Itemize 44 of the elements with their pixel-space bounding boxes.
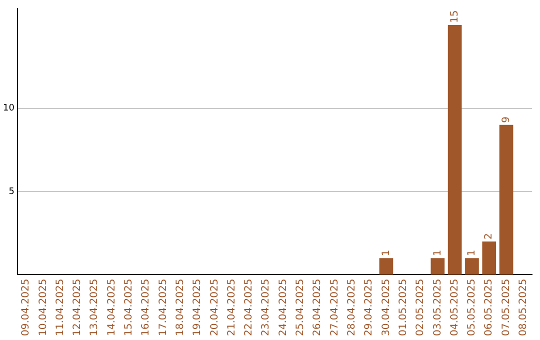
- data-label: 15: [449, 10, 460, 24]
- data-label: 1: [466, 250, 478, 256]
- y-tick-label: 5: [8, 186, 14, 197]
- data-label: 2: [484, 233, 495, 240]
- bar: [430, 258, 445, 275]
- x-tick-label: 26.04.2025: [312, 278, 324, 336]
- x-tick-label: 01.05.2025: [398, 278, 409, 336]
- y-tick-label: 10: [3, 104, 15, 114]
- x-tick-label: 03.05.2025: [432, 278, 444, 336]
- x-tick-label: 09.04.2025: [20, 278, 32, 336]
- data-label: 1: [380, 250, 392, 256]
- x-tick-label: 04.05.2025: [449, 278, 460, 336]
- x-tick-label: 24.04.2025: [278, 278, 289, 336]
- bar: [448, 25, 462, 275]
- bar: [499, 124, 514, 275]
- x-tick-label: 17.04.2025: [158, 278, 169, 336]
- x-tick-label: 06.05.2025: [484, 278, 495, 336]
- x-tick-label: 30.04.2025: [380, 278, 392, 336]
- x-tick-label: 28.04.2025: [346, 278, 358, 336]
- x-tick-label: 18.04.2025: [174, 278, 186, 336]
- bar: [482, 241, 496, 275]
- x-tick-label: 14.04.2025: [106, 278, 118, 336]
- x-tick-label: 20.04.2025: [209, 278, 220, 336]
- bar: [465, 258, 479, 275]
- data-label: 9: [500, 116, 512, 123]
- x-tick-label: 07.05.2025: [500, 278, 512, 336]
- x-tick-label: 08.05.2025: [518, 278, 530, 336]
- x-tick-label: 25.04.2025: [295, 278, 306, 336]
- x-tick-label: 13.04.2025: [89, 278, 100, 336]
- x-tick-label: 11.04.2025: [54, 278, 66, 336]
- x-tick-label: 02.05.2025: [415, 278, 426, 336]
- x-tick-label: 27.04.2025: [329, 278, 340, 336]
- x-tick-label: 05.05.2025: [466, 278, 478, 336]
- x-tick-label: 21.04.2025: [226, 278, 238, 336]
- x-tick-label: 10.04.2025: [38, 278, 49, 336]
- x-tick-label: 23.04.2025: [260, 278, 272, 336]
- x-tick-label: 15.04.2025: [124, 278, 135, 336]
- x-tick-label: 12.04.2025: [72, 278, 84, 336]
- x-tick-label: 19.04.2025: [192, 278, 204, 336]
- x-tick-label: 22.04.2025: [244, 278, 255, 336]
- bar: [379, 258, 394, 275]
- x-tick-label: 16.04.2025: [140, 278, 152, 336]
- x-tick-label: 29.04.2025: [364, 278, 375, 336]
- data-label: 1: [432, 250, 444, 256]
